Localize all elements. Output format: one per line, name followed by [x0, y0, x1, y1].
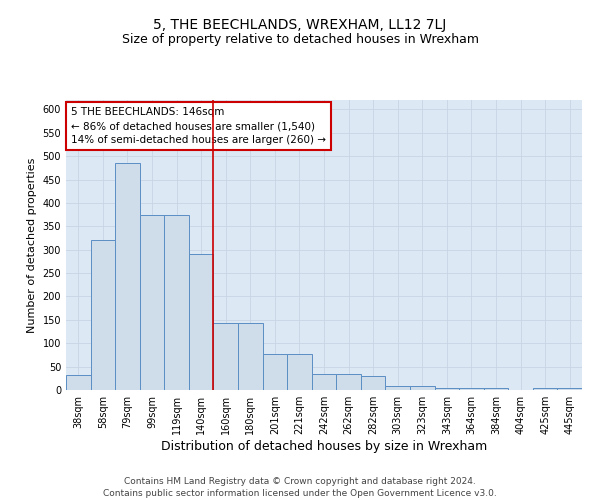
X-axis label: Distribution of detached houses by size in Wrexham: Distribution of detached houses by size … — [161, 440, 487, 453]
Bar — [91, 240, 115, 390]
Text: 5, THE BEECHLANDS, WREXHAM, LL12 7LJ: 5, THE BEECHLANDS, WREXHAM, LL12 7LJ — [154, 18, 446, 32]
Bar — [336, 374, 361, 390]
Bar — [115, 163, 140, 390]
Bar — [410, 386, 434, 390]
Bar — [434, 388, 459, 390]
Bar — [385, 386, 410, 390]
Bar — [189, 254, 214, 390]
Text: Contains HM Land Registry data © Crown copyright and database right 2024.
Contai: Contains HM Land Registry data © Crown c… — [103, 476, 497, 498]
Y-axis label: Number of detached properties: Number of detached properties — [27, 158, 37, 332]
Bar — [287, 354, 312, 390]
Bar — [214, 323, 238, 390]
Text: 5 THE BEECHLANDS: 146sqm
← 86% of detached houses are smaller (1,540)
14% of sem: 5 THE BEECHLANDS: 146sqm ← 86% of detach… — [71, 108, 326, 146]
Bar — [164, 214, 189, 390]
Bar — [361, 376, 385, 390]
Bar — [66, 375, 91, 390]
Text: Size of property relative to detached houses in Wrexham: Size of property relative to detached ho… — [121, 32, 479, 46]
Bar — [140, 214, 164, 390]
Bar — [312, 374, 336, 390]
Bar — [557, 388, 582, 390]
Bar — [533, 388, 557, 390]
Bar — [459, 388, 484, 390]
Bar — [263, 354, 287, 390]
Bar — [238, 323, 263, 390]
Bar — [484, 388, 508, 390]
